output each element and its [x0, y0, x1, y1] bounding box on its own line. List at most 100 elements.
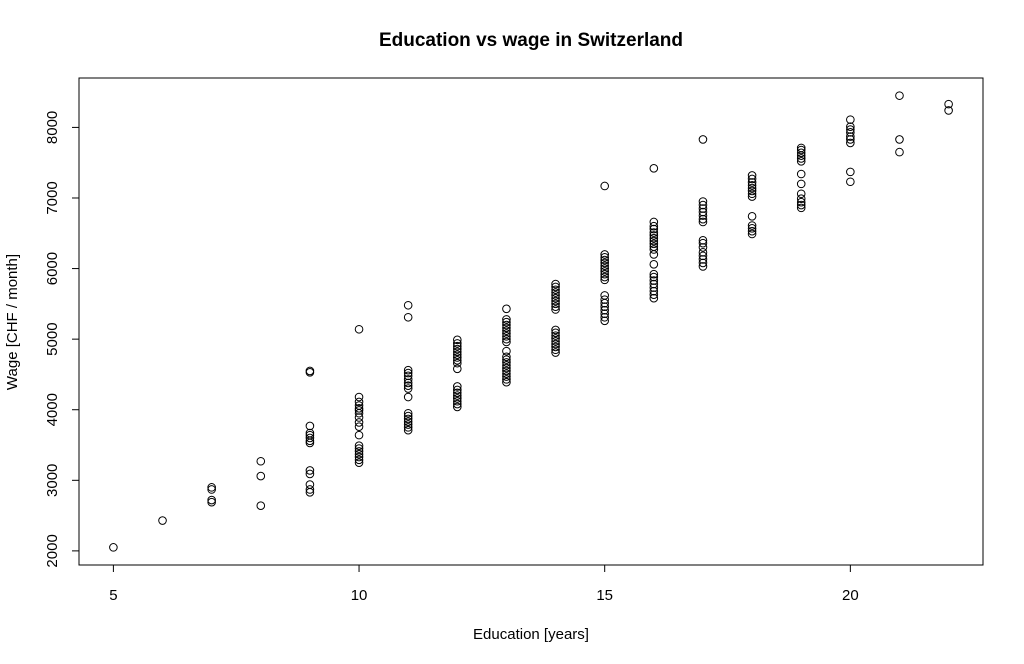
- data-point: [796, 154, 806, 163]
- x-tick-label: 10: [351, 587, 368, 604]
- data-point: [305, 433, 315, 443]
- data-point: [403, 312, 413, 322]
- data-point: [551, 345, 560, 355]
- data-point: [895, 91, 904, 100]
- data-point: [551, 282, 560, 292]
- data-point: [354, 455, 364, 465]
- data-point: [796, 197, 806, 207]
- data-point: [551, 325, 560, 335]
- data-point: [649, 269, 659, 279]
- data-point: [600, 275, 609, 285]
- data-point: [600, 272, 609, 282]
- data-point: [698, 207, 708, 217]
- data-point: [354, 418, 364, 427]
- data-point: [551, 285, 560, 295]
- data-point: [453, 402, 462, 412]
- data-point: [256, 456, 266, 466]
- data-point: [305, 485, 315, 494]
- data-point: [747, 229, 757, 239]
- data-point: [403, 420, 413, 429]
- data-point: [305, 428, 315, 438]
- data-point: [502, 317, 511, 327]
- data-point: [502, 334, 511, 344]
- data-point: [354, 324, 364, 334]
- data-point: [846, 122, 855, 131]
- data-point: [747, 192, 757, 201]
- chart-title: Education vs wage in Switzerland: [379, 30, 683, 51]
- data-point: [403, 417, 413, 427]
- data-point: [453, 350, 462, 359]
- data-point: [256, 471, 266, 481]
- data-point: [403, 375, 413, 384]
- data-point: [551, 296, 560, 306]
- data-point: [747, 226, 757, 236]
- data-point: [453, 391, 462, 400]
- data-point: [649, 245, 659, 254]
- data-point: [649, 276, 659, 285]
- data-point: [502, 326, 511, 335]
- data-point: [796, 200, 806, 210]
- data-point: [502, 346, 511, 356]
- data-point: [305, 466, 315, 475]
- x-tick-label: 5: [109, 587, 117, 604]
- data-point: [354, 401, 364, 410]
- data-point: [796, 189, 806, 199]
- data-point: [796, 143, 806, 153]
- data-point: [502, 323, 511, 333]
- data-point: [354, 397, 364, 407]
- data-point: [403, 392, 413, 402]
- data-point: [551, 348, 560, 357]
- data-point: [354, 452, 364, 462]
- data-point: [502, 315, 511, 324]
- data-point: [502, 352, 511, 362]
- data-point: [649, 236, 659, 246]
- y-tick-label: 7000: [44, 181, 61, 214]
- y-axis: 2000 3000 4000 5000 6000 7000 8000: [44, 111, 79, 568]
- data-point: [453, 356, 462, 365]
- data-point: [747, 171, 757, 180]
- data-point: [453, 382, 462, 391]
- data-point: [354, 447, 364, 456]
- data-point: [649, 290, 659, 299]
- data-point: [403, 371, 413, 381]
- y-axis-label: Wage [CHF / month]: [4, 254, 21, 390]
- data-point: [600, 267, 609, 276]
- data-point: [600, 269, 609, 279]
- y-tick-label: 3000: [44, 464, 61, 497]
- data-point: [796, 169, 806, 179]
- data-point: [502, 337, 511, 347]
- data-point: [207, 485, 216, 494]
- data-point: [453, 358, 462, 368]
- data-point: [600, 258, 609, 268]
- data-point: [453, 335, 462, 345]
- data-point: [453, 347, 462, 357]
- data-point: [551, 339, 560, 349]
- data-point: [453, 364, 462, 374]
- data-point: [600, 181, 609, 191]
- data-point: [649, 286, 659, 296]
- data-point: [600, 316, 609, 326]
- data-point: [305, 421, 315, 431]
- data-point: [453, 394, 462, 403]
- data-point: [698, 243, 708, 252]
- data-point: [698, 262, 708, 271]
- data-point: [403, 425, 413, 435]
- data-point: [453, 341, 462, 351]
- data-point: [551, 293, 560, 303]
- data-point: [747, 224, 757, 233]
- data-point: [698, 236, 708, 245]
- data-point: [649, 283, 659, 292]
- data-point: [698, 258, 708, 268]
- data-point: [698, 248, 708, 257]
- data-point: [403, 384, 413, 393]
- data-point: [354, 441, 364, 451]
- data-point: [747, 174, 757, 184]
- data-point: [354, 413, 364, 422]
- y-tick-label: 5000: [44, 322, 61, 355]
- data-point: [305, 480, 315, 489]
- data-point: [354, 430, 364, 440]
- data-point: [846, 128, 855, 137]
- data-point: [403, 365, 413, 375]
- data-point: [502, 366, 511, 376]
